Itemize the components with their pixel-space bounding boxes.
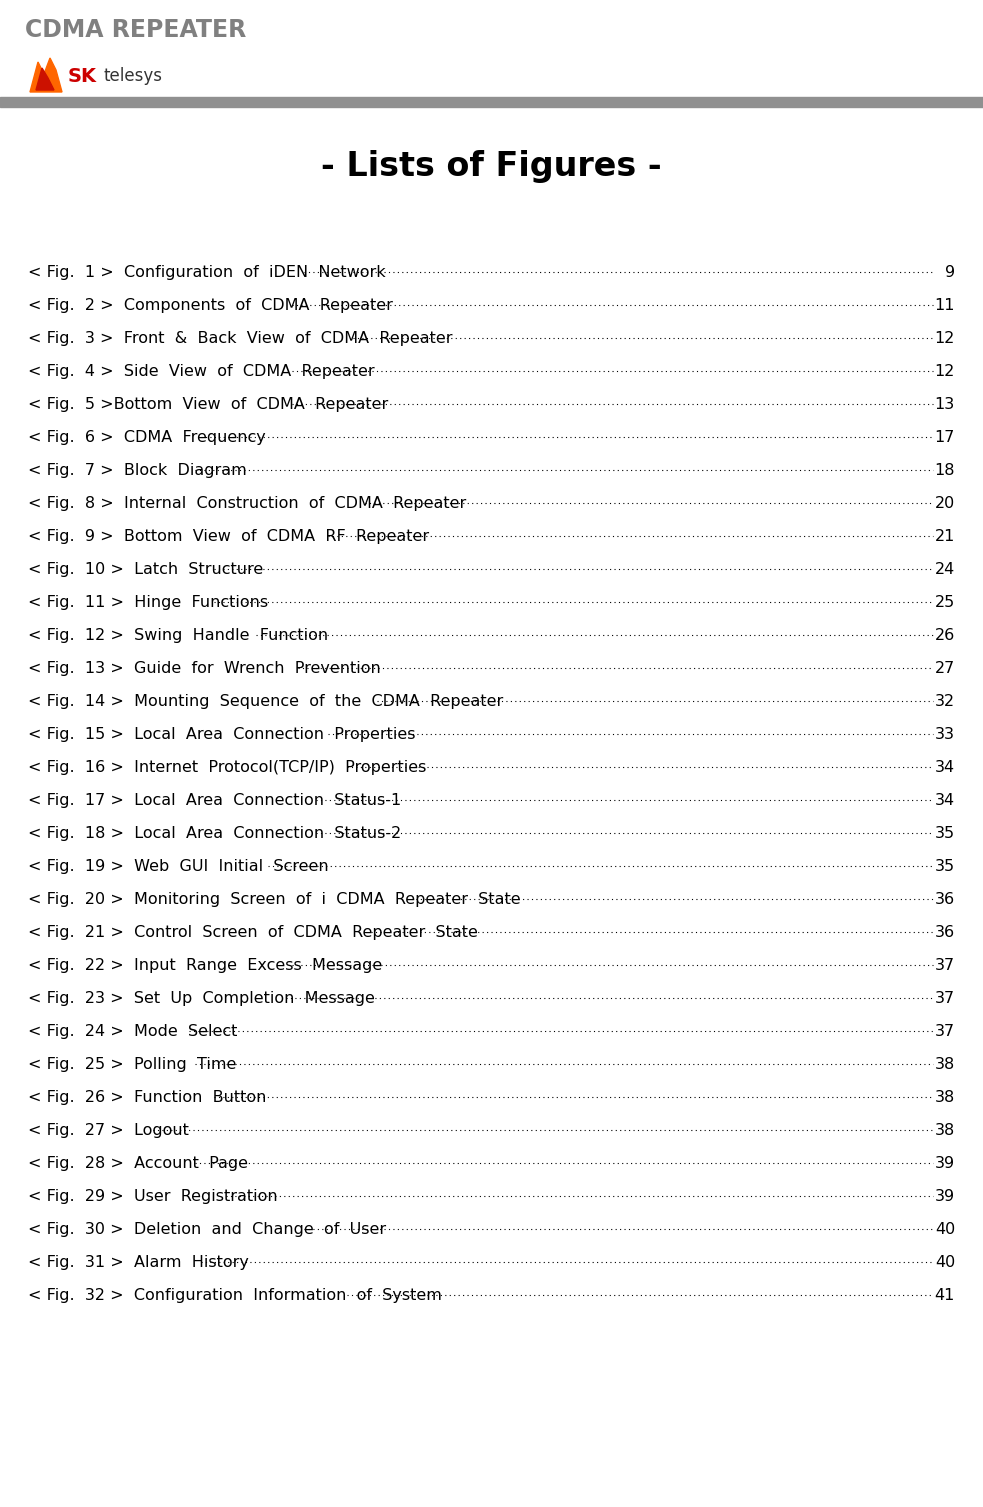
Text: < Fig.  24 >  Mode  Select: < Fig. 24 > Mode Select [28,1023,237,1038]
Text: 18: 18 [935,463,955,478]
Text: SK: SK [68,66,97,86]
Text: < Fig.  19 >  Web  GUI  Initial  Screen: < Fig. 19 > Web GUI Initial Screen [28,859,328,874]
Text: < Fig.  26 >  Function  Button: < Fig. 26 > Function Button [28,1090,266,1105]
Text: < Fig.  8 >  Internal  Construction  of  CDMA  Repeater: < Fig. 8 > Internal Construction of CDMA… [28,496,466,511]
Text: telesys: telesys [104,66,163,84]
Text: < Fig.  3 >  Front  &  Back  View  of  CDMA  Repeater: < Fig. 3 > Front & Back View of CDMA Rep… [28,332,452,347]
Text: 38: 38 [935,1090,955,1105]
Polygon shape [36,68,54,90]
Text: < Fig.  27 >  Logout: < Fig. 27 > Logout [28,1123,189,1138]
Text: 37: 37 [935,992,955,1007]
Text: 39: 39 [935,1156,955,1171]
Text: 39: 39 [935,1189,955,1204]
Text: 41: 41 [935,1288,955,1304]
Text: < Fig.  17 >  Local  Area  Connection  Status-1: < Fig. 17 > Local Area Connection Status… [28,793,401,808]
Text: < Fig.  16 >  Internet  Protocol(TCP/IP)  Properties: < Fig. 16 > Internet Protocol(TCP/IP) Pr… [28,760,427,775]
Text: < Fig.  31 >  Alarm  History: < Fig. 31 > Alarm History [28,1255,249,1270]
Text: < Fig.  22 >  Input  Range  Excess  Message: < Fig. 22 > Input Range Excess Message [28,958,382,974]
Text: 9: 9 [945,265,955,280]
Text: 34: 34 [935,793,955,808]
Text: 38: 38 [935,1056,955,1071]
Text: < Fig.  25 >  Polling  Time: < Fig. 25 > Polling Time [28,1056,236,1071]
Text: 37: 37 [935,958,955,974]
Text: < Fig.  1 >  Configuration  of  iDEN  Network: < Fig. 1 > Configuration of iDEN Network [28,265,385,280]
Text: 20: 20 [935,496,955,511]
Text: 24: 24 [935,562,955,577]
Text: 17: 17 [935,429,955,445]
Text: < Fig.  30 >  Deletion  and  Change  of  User: < Fig. 30 > Deletion and Change of User [28,1222,386,1237]
Text: 36: 36 [935,892,955,907]
Text: 13: 13 [935,396,955,411]
Text: 35: 35 [935,859,955,874]
Text: < Fig.  20 >  Monitoring  Screen  of  i  CDMA  Repeater  State: < Fig. 20 > Monitoring Screen of i CDMA … [28,892,521,907]
Text: < Fig.  9 >  Bottom  View  of  CDMA  RF  Repeater: < Fig. 9 > Bottom View of CDMA RF Repeat… [28,529,430,544]
Text: 11: 11 [935,298,955,313]
Text: < Fig.  29 >  User  Registration: < Fig. 29 > User Registration [28,1189,277,1204]
Text: 40: 40 [935,1222,955,1237]
Text: 12: 12 [935,365,955,378]
Text: < Fig.  10 >  Latch  Structure: < Fig. 10 > Latch Structure [28,562,263,577]
Text: < Fig.  4 >  Side  View  of  CDMA  Repeater: < Fig. 4 > Side View of CDMA Repeater [28,365,375,378]
Text: 40: 40 [935,1255,955,1270]
Text: < Fig.  32 >  Configuration  Information  of  System: < Fig. 32 > Configuration Information of… [28,1288,442,1304]
Text: 33: 33 [935,726,955,741]
Text: 34: 34 [935,760,955,775]
Text: < Fig.  28 >  Account  Page: < Fig. 28 > Account Page [28,1156,248,1171]
Text: 12: 12 [935,332,955,347]
Text: < Fig.  12 >  Swing  Handle  Function: < Fig. 12 > Swing Handle Function [28,628,328,643]
Text: - Lists of Figures -: - Lists of Figures - [321,151,662,182]
Text: 37: 37 [935,1023,955,1038]
Text: 25: 25 [935,595,955,610]
Text: 32: 32 [935,695,955,708]
Text: < Fig.  18 >  Local  Area  Connection  Status-2: < Fig. 18 > Local Area Connection Status… [28,826,401,841]
Text: < Fig.  6 >  CDMA  Frequency: < Fig. 6 > CDMA Frequency [28,429,265,445]
Text: 26: 26 [935,628,955,643]
Text: 21: 21 [935,529,955,544]
Text: 38: 38 [935,1123,955,1138]
Text: < Fig.  21 >  Control  Screen  of  CDMA  Repeater  State: < Fig. 21 > Control Screen of CDMA Repea… [28,925,478,940]
Text: < Fig.  23 >  Set  Up  Completion  Message: < Fig. 23 > Set Up Completion Message [28,992,375,1007]
Text: < Fig.  14 >  Mounting  Sequence  of  the  CDMA  Repeater: < Fig. 14 > Mounting Sequence of the CDM… [28,695,503,708]
Text: < Fig.  5 >Bottom  View  of  CDMA  Repeater: < Fig. 5 >Bottom View of CDMA Repeater [28,396,388,411]
Text: < Fig.  13 >  Guide  for  Wrench  Prevention: < Fig. 13 > Guide for Wrench Prevention [28,662,380,677]
Text: 27: 27 [935,662,955,677]
Bar [0,96,983,107]
Text: < Fig.  11 >  Hinge  Functions: < Fig. 11 > Hinge Functions [28,595,268,610]
Text: < Fig.  15 >  Local  Area  Connection  Properties: < Fig. 15 > Local Area Connection Proper… [28,726,416,741]
Text: < Fig.  7 >  Block  Diagram: < Fig. 7 > Block Diagram [28,463,247,478]
Text: 35: 35 [935,826,955,841]
Text: CDMA REPEATER: CDMA REPEATER [25,18,247,42]
Text: < Fig.  2 >  Components  of  CDMA  Repeater: < Fig. 2 > Components of CDMA Repeater [28,298,393,313]
Polygon shape [30,57,62,92]
Text: 36: 36 [935,925,955,940]
